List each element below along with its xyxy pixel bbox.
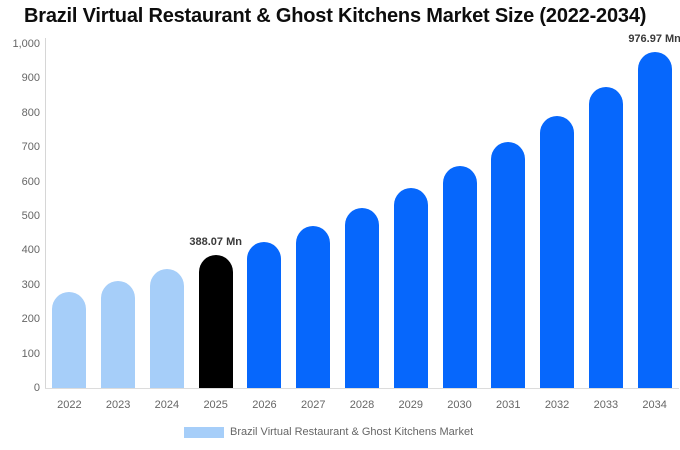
x-tick-label-2029: 2029: [398, 399, 423, 411]
x-tick-label-2034: 2034: [642, 399, 667, 411]
x-tick-label-2027: 2027: [300, 399, 326, 411]
bar-2031[interactable]: [491, 142, 526, 388]
bar-2023[interactable]: [101, 281, 136, 388]
bar-2024[interactable]: [149, 269, 184, 388]
y-tick-label-200: 200: [21, 313, 40, 326]
x-tick-label-2033: 2033: [593, 399, 619, 411]
bar-2026[interactable]: [247, 241, 282, 388]
bar-value-label-2034: 976.97 Mn: [628, 32, 680, 45]
x-tick-label-2023: 2023: [105, 399, 131, 411]
y-tick-label-100: 100: [21, 347, 40, 360]
y-tick-label-800: 800: [21, 106, 40, 119]
y-tick-label-300: 300: [21, 278, 40, 291]
x-tick-label-2030: 2030: [447, 399, 472, 411]
y-tick-label-600: 600: [21, 175, 40, 188]
x-tick-label-2031: 2031: [496, 399, 521, 411]
x-tick-label-2024: 2024: [154, 399, 180, 411]
x-tick-label-2022: 2022: [57, 399, 82, 411]
y-tick-label-0: 0: [33, 382, 40, 394]
bar-value-label-2025: 388.07 Mn: [189, 235, 242, 248]
bar-2025[interactable]: [198, 254, 233, 388]
legend-label: Brazil Virtual Restaurant & Ghost Kitche…: [230, 426, 474, 438]
x-tick-label-2025: 2025: [203, 399, 228, 411]
y-tick-label-900: 900: [21, 72, 40, 85]
bar-2034[interactable]: [637, 51, 672, 388]
legend-item[interactable]: Brazil Virtual Restaurant & Ghost Kitche…: [184, 426, 473, 438]
bar-2033[interactable]: [588, 87, 623, 388]
legend-swatch: [184, 426, 224, 438]
y-axis-line: [45, 38, 46, 389]
x-tick-label-2032: 2032: [544, 399, 570, 411]
y-tick-label-1000: 1,000: [12, 38, 40, 50]
bar-2030[interactable]: [442, 166, 477, 388]
x-tick-label-2028: 2028: [349, 399, 375, 411]
bar-2022[interactable]: [52, 292, 87, 388]
bar-2032[interactable]: [540, 115, 575, 388]
bar-2029[interactable]: [393, 188, 428, 388]
x-axis-line: [45, 388, 679, 389]
x-tick-label-2026: 2026: [252, 399, 277, 411]
y-tick-label-500: 500: [21, 210, 40, 222]
y-tick-label-400: 400: [21, 244, 40, 257]
bar-2028[interactable]: [345, 208, 379, 388]
bar-2027[interactable]: [296, 226, 331, 388]
chart-title: Brazil Virtual Restaurant & Ghost Kitche…: [24, 5, 647, 27]
y-tick-label-700: 700: [21, 141, 40, 154]
